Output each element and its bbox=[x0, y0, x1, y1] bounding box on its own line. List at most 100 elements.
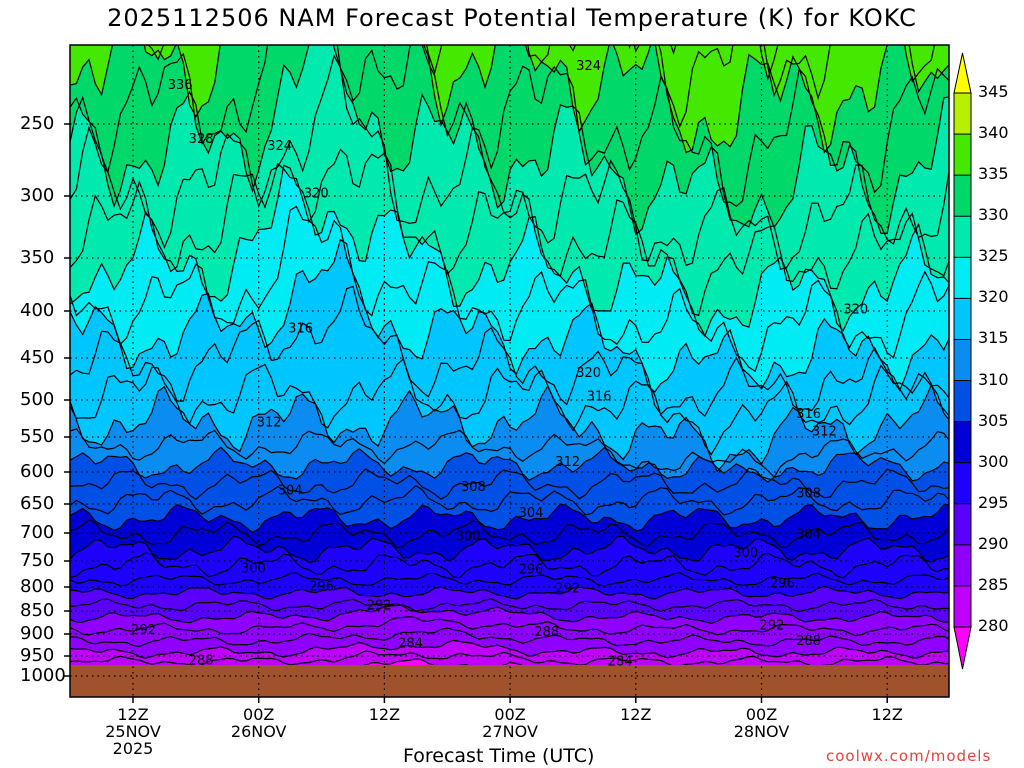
y-tick-label: 550 bbox=[20, 426, 55, 447]
contour-label: 324 bbox=[576, 59, 601, 74]
y-tick-label: 500 bbox=[20, 389, 55, 410]
contour-label: 292 bbox=[555, 581, 580, 596]
x-tick-label: 00Z 28NOV bbox=[733, 705, 790, 741]
colorbar-label: 280 bbox=[978, 616, 1009, 635]
colorbar-label: 345 bbox=[978, 82, 1009, 101]
contour-label: 316 bbox=[288, 321, 313, 336]
credit-link[interactable]: coolwx.com/models bbox=[826, 747, 992, 765]
x-tick-label: 12Z bbox=[620, 705, 652, 724]
colorbar-min-arrow bbox=[953, 626, 972, 670]
band-338 bbox=[629, 45, 778, 79]
contour-304 bbox=[70, 503, 949, 534]
contour-label: 320 bbox=[304, 187, 329, 202]
contour-314 bbox=[70, 384, 949, 473]
colorbar-segment bbox=[953, 380, 972, 423]
contour-292 bbox=[70, 598, 949, 613]
contour-334 bbox=[70, 45, 949, 154]
colorbar-segment bbox=[953, 338, 972, 382]
contour-342 bbox=[70, 0, 950, 36]
contour-326 bbox=[70, 148, 949, 317]
contour-346 bbox=[70, 0, 950, 20]
contour-336 bbox=[147, 45, 936, 129]
colorbar-label: 335 bbox=[978, 164, 1009, 184]
contour-label: 336 bbox=[168, 78, 193, 93]
y-tick-label: 350 bbox=[20, 247, 55, 268]
contour-label: 304 bbox=[278, 483, 303, 498]
contour-label: 296 bbox=[519, 562, 544, 577]
y-tick-label: 1000 bbox=[20, 665, 66, 686]
contour-label: 288 bbox=[796, 634, 821, 649]
contour-label: 284 bbox=[608, 654, 633, 669]
colorbar-label: 325 bbox=[978, 246, 1009, 266]
chart-title: 2025112506 NAM Forecast Potential Temper… bbox=[107, 4, 917, 32]
contour-label: 304 bbox=[796, 528, 821, 543]
colorbar-label: 330 bbox=[978, 205, 1009, 225]
colorbar-label: 305 bbox=[978, 410, 1009, 430]
plot-frame bbox=[69, 44, 950, 698]
contour-label: 308 bbox=[461, 480, 486, 495]
colorbar-segment bbox=[953, 215, 972, 259]
y-tick-label: 250 bbox=[20, 113, 55, 134]
y-tick-label: 950 bbox=[20, 645, 55, 666]
contour-310 bbox=[70, 446, 949, 482]
contour-324 bbox=[70, 164, 949, 338]
colorbar-label: 295 bbox=[978, 492, 1009, 512]
colorbar-label: 320 bbox=[978, 287, 1009, 307]
contour-label: 320 bbox=[576, 366, 601, 381]
contour-312 bbox=[70, 428, 949, 483]
contour-294 bbox=[70, 585, 949, 600]
x-tick-label: 12Z 25NOV 2025 bbox=[105, 705, 161, 758]
contour-322 bbox=[70, 205, 949, 373]
contour-288 bbox=[70, 615, 949, 637]
contour-label: 292 bbox=[760, 618, 785, 633]
y-tick-label: 650 bbox=[20, 493, 55, 514]
x-tick-label: 00Z 26NOV bbox=[230, 705, 287, 741]
y-tick-label: 600 bbox=[20, 461, 55, 482]
y-tick-label: 800 bbox=[20, 576, 55, 597]
contour-302 bbox=[70, 518, 949, 549]
colorbar-segment bbox=[953, 297, 972, 341]
y-tick-label: 450 bbox=[20, 347, 55, 368]
x-tick-label: 12Z bbox=[368, 705, 401, 724]
colorbar-segment bbox=[953, 92, 972, 136]
band-346 bbox=[60, 0, 959, 35]
contour-label: 288 bbox=[189, 654, 214, 669]
contour-label: 312 bbox=[257, 416, 282, 431]
contour-label: 292 bbox=[131, 623, 156, 638]
contour-label: 312 bbox=[555, 455, 580, 470]
contour-label: 324 bbox=[267, 139, 292, 154]
y-tick-label: 400 bbox=[20, 300, 55, 321]
colorbar-label: 300 bbox=[978, 451, 1009, 471]
colorbar-segment bbox=[953, 585, 972, 629]
contour-label: 284 bbox=[398, 636, 423, 651]
colorbar-segment bbox=[953, 133, 972, 177]
colorbar-segment bbox=[953, 544, 972, 587]
band-344 bbox=[60, 0, 959, 35]
colorbar-segment bbox=[953, 503, 972, 546]
y-tick-label: 850 bbox=[20, 600, 55, 621]
contour-340 bbox=[70, 0, 950, 21]
band-352 bbox=[60, 0, 959, 36]
contour-label: 300 bbox=[456, 529, 481, 544]
y-tick-label: 700 bbox=[20, 522, 55, 543]
contour-348 bbox=[70, 0, 950, 39]
ground-surface bbox=[70, 665, 949, 697]
colorbar-segment bbox=[953, 421, 972, 464]
band-348 bbox=[60, 0, 959, 39]
x-tick-label: 12Z bbox=[871, 705, 903, 724]
band-340 bbox=[60, 0, 959, 35]
colorbar-label: 340 bbox=[978, 123, 1009, 143]
contour-350 bbox=[70, 0, 950, 25]
x-axis-label: Forecast Time (UTC) bbox=[403, 745, 595, 767]
band-342 bbox=[60, 0, 959, 36]
colorbar-label: 290 bbox=[978, 533, 1009, 553]
contour-label: 312 bbox=[812, 425, 837, 440]
contour-label: 296 bbox=[770, 576, 795, 591]
contour-label: 304 bbox=[519, 506, 544, 521]
contour-282 bbox=[70, 650, 949, 668]
contour-label: 300 bbox=[733, 546, 758, 561]
x-tick-label: 00Z 27NOV bbox=[482, 705, 538, 741]
contour-298 bbox=[70, 552, 949, 579]
y-tick-label: 900 bbox=[20, 623, 55, 644]
